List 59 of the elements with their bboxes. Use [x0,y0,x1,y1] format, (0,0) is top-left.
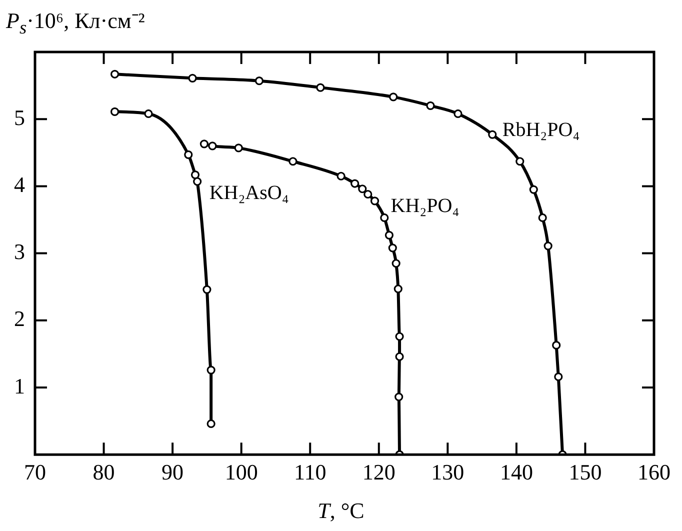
point [110,107,120,116]
y-tick-label: 2 [14,306,25,332]
x-tick-label: 80 [92,460,115,485]
point [454,109,462,118]
point [350,179,360,188]
point [206,366,216,374]
x-tick-label: 90 [162,460,184,485]
point [426,101,435,110]
point [554,372,563,382]
x-tick-label: 150 [568,460,602,485]
point [188,74,197,82]
point [394,284,402,294]
point [202,285,212,294]
point [389,92,398,102]
x-tick-label: 120 [362,460,396,485]
point [184,150,193,159]
point [206,419,216,428]
y-axis-title: P$_{s}$·10⁶, Кл·см⁻² [6,7,145,38]
point [380,213,389,222]
point [370,196,380,206]
x-tick-label: 100 [224,460,258,485]
x-tick-label: 130 [431,460,464,485]
point [538,213,547,222]
point [288,157,298,166]
series-label: KH₂PO₄ [390,195,460,218]
point [193,177,202,186]
point [234,144,243,152]
point [208,142,217,150]
y-tick-label: 5 [14,104,25,130]
point [529,185,538,194]
point [488,130,497,139]
point [190,170,200,180]
point [544,242,552,250]
point [364,190,372,199]
point [394,392,404,402]
point [552,340,561,350]
series-label: RbH₂PO₄ [502,118,580,141]
x-axis-title: T, °C [316,498,366,524]
point [144,109,153,118]
point [384,230,394,240]
point [395,332,404,341]
point [358,184,367,194]
point [254,76,264,86]
y-tick-label: 3 [14,239,25,264]
point [388,244,397,252]
x-tick-label: 70 [24,460,46,485]
series-label: KH₂AsO₄ [209,182,289,204]
x-tick-label: 160 [638,460,670,485]
point [200,140,208,148]
x-tick-label: 140 [500,460,533,485]
x-tick-label: 110 [294,460,326,485]
point [516,157,524,166]
point [336,172,346,180]
point [110,70,120,78]
point [392,259,400,268]
y-tick-label: 4 [14,172,25,197]
point [395,352,404,361]
point [316,83,325,92]
y-tick-label: 1 [14,373,25,398]
